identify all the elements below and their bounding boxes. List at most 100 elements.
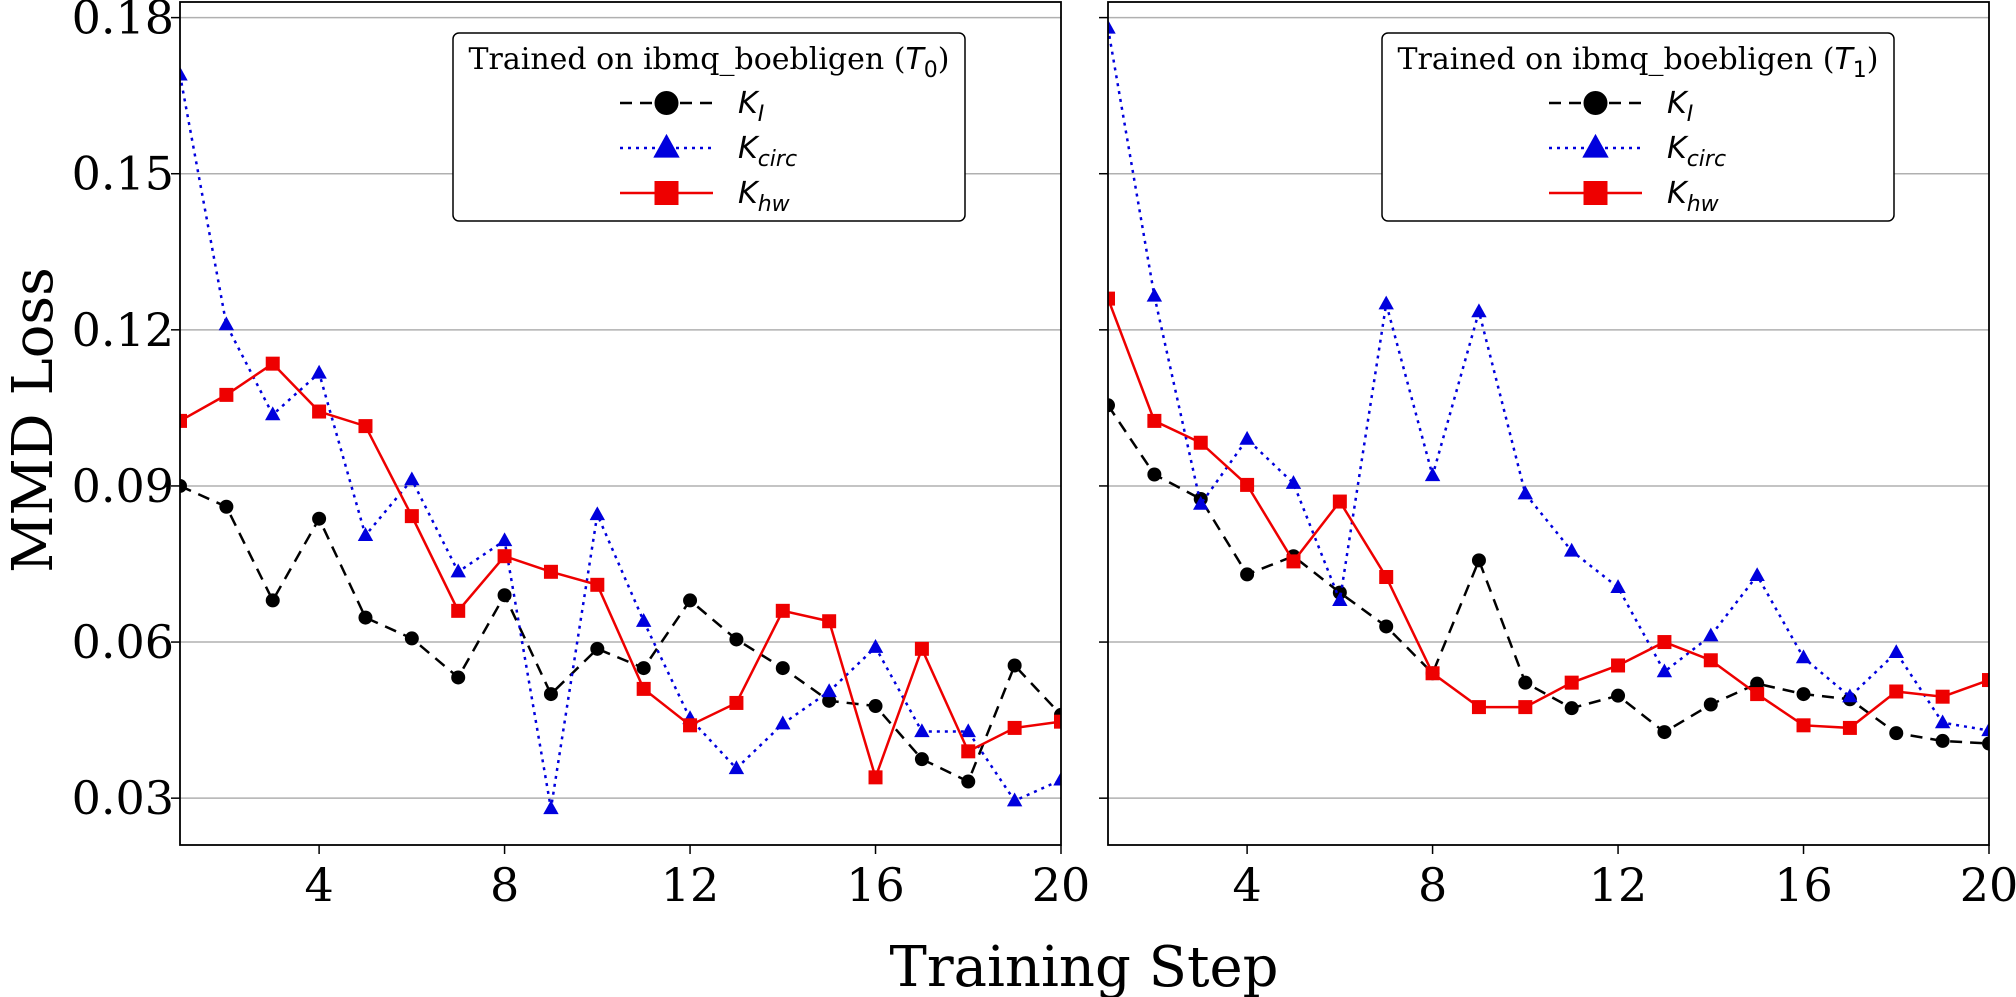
data-point xyxy=(1796,649,1811,663)
legend: Trained on ibmq_boebligen (T1)KIKcircKhw xyxy=(1382,33,1894,221)
x-tick-label: 16 xyxy=(1774,858,1833,912)
data-point xyxy=(776,604,790,618)
x-tick-label: 20 xyxy=(1032,858,1091,912)
chart-panel-left: 0.03 0.06 0.09 0.12 0.15 0.18 4 8 12 16 20 Trained … xyxy=(72,0,1091,912)
data-point xyxy=(1704,698,1718,712)
x-tick-label: 4 xyxy=(1232,858,1261,912)
data-point xyxy=(1843,721,1857,735)
y-tick-label: 0.15 xyxy=(72,147,174,201)
data-point xyxy=(1286,554,1300,568)
data-point xyxy=(358,419,372,433)
data-point xyxy=(869,699,883,713)
data-point xyxy=(1889,684,1903,698)
data-point xyxy=(683,718,697,732)
data-point xyxy=(868,639,883,653)
x-axis-title: Training Step xyxy=(890,935,1279,997)
data-point xyxy=(1426,666,1440,680)
data-point xyxy=(590,506,605,520)
data-point xyxy=(915,752,929,766)
data-point xyxy=(961,775,975,789)
chart-panel-right: 4 8 12 16 20 Trained on ibmq_boebligen (T1)KI… xyxy=(1099,2,2016,912)
data-point xyxy=(869,770,883,784)
data-point xyxy=(1147,467,1161,481)
data-point xyxy=(358,611,372,625)
data-point xyxy=(451,670,465,684)
legend-title: Trained on ibmq_boebligen (T0) xyxy=(469,42,950,83)
data-point xyxy=(915,642,929,656)
series-line-k-i xyxy=(180,486,1061,782)
data-point xyxy=(266,593,280,607)
data-point xyxy=(1749,567,1764,581)
data-point xyxy=(1008,721,1022,735)
data-point xyxy=(1936,690,1950,704)
data-point xyxy=(961,723,976,737)
data-point xyxy=(1657,725,1671,739)
data-point xyxy=(729,760,744,774)
data-point xyxy=(775,716,790,730)
y-tick-label: 0.03 xyxy=(72,771,174,825)
data-point xyxy=(1797,687,1811,701)
legend-marker xyxy=(655,91,679,115)
data-point xyxy=(1889,644,1904,658)
data-point xyxy=(1703,628,1718,642)
data-point xyxy=(729,696,743,710)
data-point xyxy=(1425,467,1440,481)
data-point xyxy=(636,613,651,627)
data-point xyxy=(1147,288,1162,302)
x-tick-label: 8 xyxy=(1418,858,1447,912)
data-point xyxy=(822,614,836,628)
data-point xyxy=(590,578,604,592)
data-point xyxy=(1610,579,1625,593)
data-point xyxy=(451,564,466,578)
data-point xyxy=(914,723,929,737)
legend-marker xyxy=(1584,91,1608,115)
data-point xyxy=(498,588,512,602)
data-point xyxy=(498,549,512,563)
data-point xyxy=(1379,570,1393,584)
data-point xyxy=(1657,663,1672,677)
data-point xyxy=(1797,718,1811,732)
data-point xyxy=(404,471,419,485)
data-point xyxy=(1379,619,1393,633)
data-point xyxy=(1518,486,1533,500)
data-point xyxy=(1889,726,1903,740)
data-point xyxy=(497,532,512,546)
y-tick-label: 0.09 xyxy=(72,459,174,513)
data-point xyxy=(1239,431,1254,445)
data-point xyxy=(961,744,975,758)
data-point xyxy=(312,405,326,419)
data-point xyxy=(219,316,234,330)
data-point xyxy=(1657,635,1671,649)
data-point xyxy=(1611,689,1625,703)
data-point xyxy=(405,509,419,523)
data-point xyxy=(1240,567,1254,581)
x-tick-label: 4 xyxy=(304,858,333,912)
data-point xyxy=(405,631,419,645)
data-point xyxy=(266,357,280,371)
data-point xyxy=(729,632,743,646)
legend-marker xyxy=(1584,181,1608,205)
legend-title: Trained on ibmq_boebligen (T1) xyxy=(1398,42,1879,83)
data-point xyxy=(1518,700,1532,714)
data-point xyxy=(1147,414,1161,428)
data-point xyxy=(637,682,651,696)
data-point xyxy=(683,593,697,607)
data-point xyxy=(776,661,790,675)
y-tick-label: 0.06 xyxy=(72,615,174,669)
data-point xyxy=(1472,553,1486,567)
data-point xyxy=(544,687,558,701)
data-point xyxy=(590,642,604,656)
data-point xyxy=(543,800,558,814)
data-point xyxy=(544,565,558,579)
y-tick-label: 0.12 xyxy=(72,303,174,357)
data-point xyxy=(637,661,651,675)
x-tick-label: 20 xyxy=(1960,858,2016,912)
data-point xyxy=(1008,658,1022,672)
y-axis-title: MMD Loss xyxy=(1,267,66,573)
data-point xyxy=(312,512,326,526)
data-point xyxy=(1518,676,1532,690)
x-tick-label: 8 xyxy=(490,858,519,912)
data-point xyxy=(1379,296,1394,310)
data-point xyxy=(1286,475,1301,489)
